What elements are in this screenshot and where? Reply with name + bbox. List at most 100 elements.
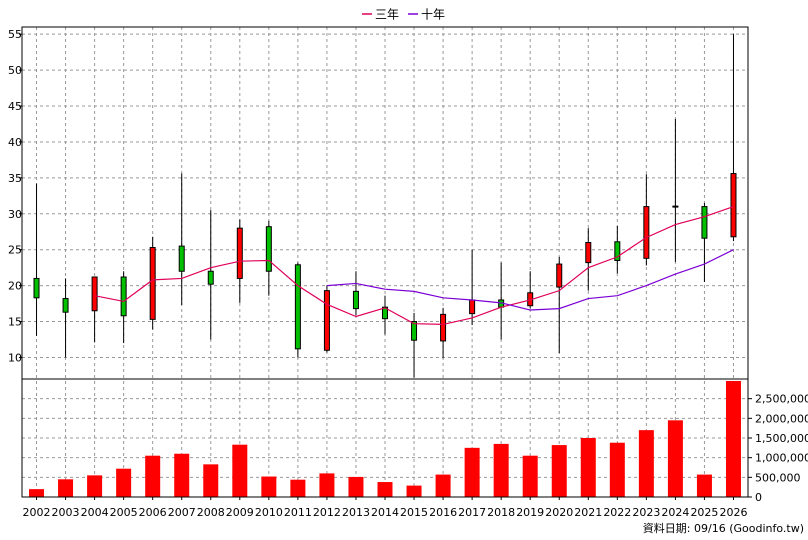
- candle-body: [91, 276, 98, 312]
- ma-line-三年: [94, 206, 734, 326]
- volume-tick-label-1500000: 1,500,000: [755, 432, 808, 445]
- candle-body: [585, 242, 592, 264]
- legend-label: 三年: [375, 8, 399, 22]
- candle-2002: [33, 183, 40, 336]
- volume-tick-label-1000000: 1,000,000: [755, 452, 808, 465]
- volume-bar-2022: [609, 442, 625, 497]
- grid-lines: [22, 27, 748, 497]
- candle-2018: [498, 262, 505, 340]
- candle-body: [178, 245, 185, 272]
- legend: 三年 十年: [362, 8, 445, 22]
- x-tick-label-2012: 2012: [313, 506, 341, 519]
- x-tick-label-2010: 2010: [255, 506, 283, 519]
- candle-2021: [585, 228, 592, 291]
- candle-body: [323, 290, 330, 351]
- x-tick-label-2021: 2021: [574, 506, 602, 519]
- candle-2023: [643, 174, 650, 266]
- x-tick-label-2015: 2015: [400, 506, 428, 519]
- candle-2012: [323, 285, 330, 353]
- candle-2019: [527, 271, 534, 309]
- candle-2020: [556, 256, 563, 354]
- candle-2024: [672, 118, 679, 262]
- candle-2008: [207, 210, 214, 340]
- moving-average-lines: [94, 206, 734, 326]
- candle-body: [556, 263, 563, 288]
- axis-tick-labels: 101520253035404550550500,0001,000,0001,5…: [8, 28, 808, 519]
- x-tick-label-2016: 2016: [429, 506, 457, 519]
- volume-bar-2024: [667, 420, 683, 497]
- candle-body: [149, 247, 156, 320]
- candle-body: [265, 226, 272, 272]
- volume-bar-2015: [406, 485, 422, 497]
- price-tick-label-50: 50: [8, 64, 22, 77]
- candle-body: [294, 264, 301, 350]
- candle-body: [440, 313, 447, 342]
- volume-bar-2013: [348, 476, 364, 497]
- candle-body: [120, 276, 127, 317]
- volume-bar-2003: [58, 479, 74, 497]
- candle-body: [236, 227, 243, 279]
- x-tick-label-2018: 2018: [487, 506, 515, 519]
- candle-2003: [62, 278, 69, 358]
- price-tick-label-20: 20: [8, 280, 22, 293]
- candle-body: [207, 270, 214, 285]
- candle-2016: [440, 307, 447, 359]
- x-tick-label-2013: 2013: [342, 506, 370, 519]
- x-tick-label-2022: 2022: [603, 506, 631, 519]
- ma-line-十年: [326, 249, 734, 311]
- volume-tick-label-0: 0: [755, 491, 762, 504]
- footer-source-label: 資料日期: 09/16 (Goodinfo.tw): [643, 521, 804, 535]
- volume-bar-2009: [232, 444, 248, 497]
- legend-label: 十年: [421, 8, 445, 22]
- candlestick-series: [33, 34, 737, 378]
- volume-bar-2004: [87, 475, 103, 497]
- volume-bar-2019: [522, 455, 538, 497]
- x-tick-label-2005: 2005: [110, 506, 138, 519]
- volume-bar-2025: [696, 474, 712, 497]
- x-tick-label-2020: 2020: [545, 506, 573, 519]
- x-tick-label-2014: 2014: [371, 506, 399, 519]
- x-tick-label-2008: 2008: [197, 506, 225, 519]
- candle-2013: [352, 271, 359, 316]
- price-tick-label-25: 25: [8, 244, 22, 257]
- volume-bar-2026: [725, 380, 741, 497]
- price-tick-label-15: 15: [8, 316, 22, 329]
- candle-body: [33, 277, 40, 299]
- x-tick-label-2025: 2025: [690, 506, 718, 519]
- volume-bar-2005: [116, 468, 132, 497]
- candle-2017: [469, 249, 476, 326]
- candle-body: [62, 298, 69, 313]
- candle-body: [614, 241, 621, 261]
- volume-bar-2014: [377, 482, 393, 497]
- legend-item-三年: 三年: [362, 8, 399, 22]
- volume-bar-2010: [261, 476, 277, 497]
- volume-bar-2011: [290, 479, 306, 497]
- price-tick-label-30: 30: [8, 208, 22, 221]
- candle-2014: [382, 295, 388, 335]
- candle-2026: [730, 34, 737, 242]
- candle-2005: [120, 271, 127, 344]
- x-tick-label-2002: 2002: [23, 506, 51, 519]
- volume-bar-2006: [145, 455, 161, 497]
- volume-bar-2020: [551, 445, 567, 497]
- volume-bar-2021: [580, 438, 596, 497]
- x-tick-label-2009: 2009: [226, 506, 254, 519]
- candle-body: [411, 321, 418, 341]
- candle-2007: [178, 173, 185, 306]
- volume-bar-2016: [435, 474, 451, 497]
- candle-2010: [265, 220, 272, 296]
- volume-tick-label-2000000: 2,000,000: [755, 412, 808, 425]
- x-tick-label-2024: 2024: [661, 506, 689, 519]
- x-tick-label-2011: 2011: [284, 506, 312, 519]
- candle-2004: [91, 276, 98, 343]
- volume-bar-2012: [319, 473, 335, 497]
- price-tick-label-40: 40: [8, 136, 22, 149]
- volume-bar-2002: [29, 489, 45, 497]
- candle-body: [382, 306, 388, 320]
- candle-2022: [614, 225, 621, 274]
- legend-item-十年: 十年: [408, 8, 445, 22]
- x-tick-label-2026: 2026: [719, 506, 747, 519]
- x-tick-label-2003: 2003: [52, 506, 80, 519]
- volume-bar-2023: [638, 430, 654, 497]
